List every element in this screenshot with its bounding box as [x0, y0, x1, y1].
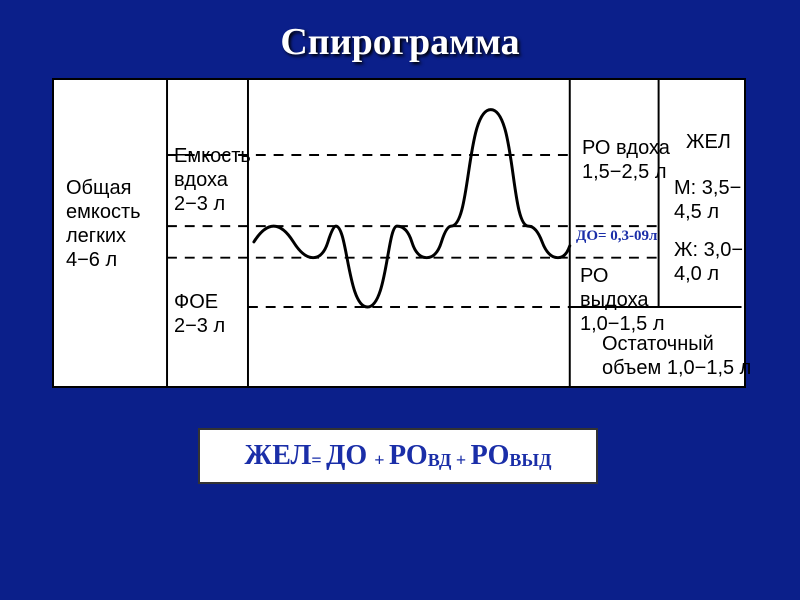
formula-part: +: [374, 450, 389, 470]
formula-part: ЖЕЛ: [245, 440, 312, 471]
formula-part: ДО: [326, 440, 374, 471]
formula-part: ВЫД: [509, 450, 551, 470]
spirogram-diagram: Общая емкость легких 4−6 лЕмкость вдоха …: [52, 78, 746, 388]
label-tlc: Общая емкость легких 4−6 л: [66, 176, 166, 272]
formula-part: РО: [471, 440, 510, 471]
label-irv: РО вдоха 1,5−2,5 л: [582, 136, 677, 184]
formula-part: +: [456, 450, 471, 470]
formula-box: ЖЕЛ= ДО + РОВД + РОВЫД: [198, 428, 598, 484]
label-ic: Емкость вдоха 2−3 л: [174, 144, 254, 216]
formula-part: ВД: [428, 450, 456, 470]
page-title: Спирограмма: [0, 0, 800, 76]
label-vc_h: ЖЕЛ: [686, 130, 746, 154]
formula-part: =: [311, 450, 326, 470]
label-vc_m: М: 3,5− 4,5 л: [674, 176, 754, 224]
label-do: ДО= 0,3-09л: [576, 228, 657, 245]
label-erv: РО выдоха 1,0−1,5 л: [580, 264, 675, 336]
label-vc_f: Ж: 3,0− 4,0 л: [674, 238, 754, 286]
label-frc: ФОЕ 2−3 л: [174, 290, 254, 338]
formula-part: РО: [389, 440, 428, 471]
label-rv: Остаточный объем 1,0−1,5 л: [602, 332, 752, 380]
